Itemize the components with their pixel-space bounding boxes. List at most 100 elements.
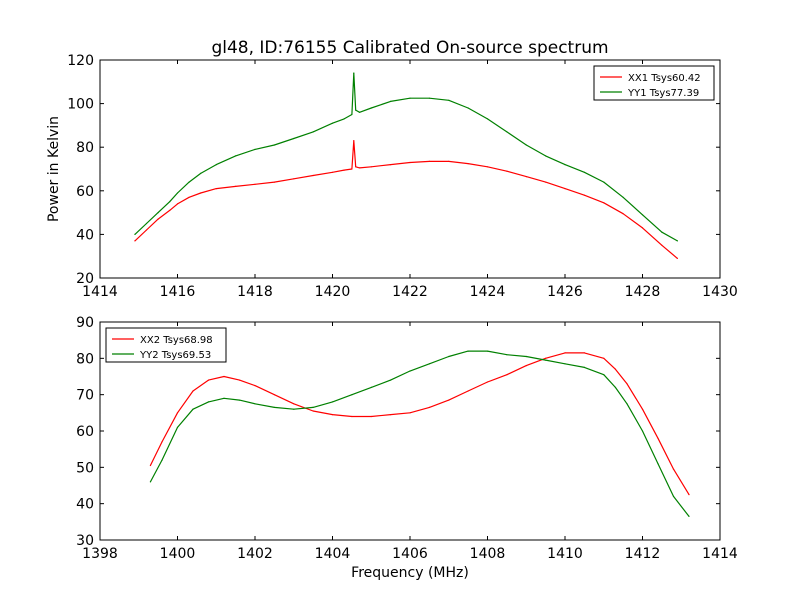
data-point: [409, 161, 411, 164]
data-point: [448, 399, 450, 401]
data-point: [467, 107, 469, 109]
data-point: [676, 257, 679, 259]
x-tick-label: 1402: [237, 546, 273, 562]
data-point: [273, 144, 275, 146]
data-point: [525, 176, 527, 178]
data-point: [672, 468, 675, 470]
data-point: [161, 459, 163, 461]
x-tick-label: 1420: [315, 284, 351, 300]
y-tick-label: 60: [76, 184, 94, 200]
legend-box: [593, 65, 715, 101]
data-point: [448, 355, 450, 358]
data-point: [176, 412, 179, 414]
data-point: [545, 155, 547, 157]
data-point: [545, 357, 547, 359]
data-point: [192, 408, 194, 410]
data-point: [176, 203, 179, 205]
data-point: [359, 111, 361, 113]
data-point: [622, 213, 624, 215]
legend-label: XX2 Tsys68.98: [140, 335, 213, 346]
data-point: [235, 185, 237, 187]
data-point: [331, 171, 334, 173]
data-point: [207, 379, 210, 381]
data-point: [428, 363, 430, 365]
x-tick-label: 1414: [702, 546, 738, 562]
data-point: [331, 122, 334, 124]
legend: XX1 Tsys60.42 YY1 Tsys77.39: [593, 65, 715, 101]
x-tick-label: 1430: [702, 284, 738, 300]
x-tick-label: 1422: [392, 284, 428, 300]
data-point: [409, 412, 411, 414]
data-point: [390, 414, 392, 416]
data-point: [145, 222, 148, 225]
data-point: [626, 383, 628, 385]
y-axis-label: Power in Kelvin: [46, 116, 62, 222]
data-point: [223, 397, 225, 399]
data-point: [370, 107, 372, 109]
data-point: [331, 414, 334, 416]
data-point: [583, 352, 586, 354]
data-point: [351, 415, 353, 418]
x-tick-label: 1416: [160, 284, 196, 300]
legend-box: [105, 327, 227, 363]
data-point: [390, 379, 392, 381]
data-point: [641, 214, 644, 216]
data-point: [149, 464, 151, 467]
data-point: [583, 366, 586, 368]
data-point: [293, 137, 295, 140]
legend-label: YY2 Tsys69.53: [139, 350, 211, 361]
data-point: [134, 233, 136, 235]
data-point: [545, 181, 547, 183]
y-tick-label: 40: [76, 497, 94, 513]
data-point: [525, 365, 527, 367]
legend-label: YY1 Tsys77.39: [627, 88, 699, 99]
series-line-xx: [134, 140, 678, 259]
data-point: [603, 202, 605, 204]
data-point: [428, 97, 430, 99]
data-point: [409, 97, 411, 99]
x-tick-label: 1398: [82, 546, 118, 562]
data-point: [486, 350, 489, 352]
data-point: [134, 240, 136, 242]
data-point: [161, 441, 163, 443]
x-tick-label: 1414: [82, 284, 118, 300]
data-point: [293, 408, 295, 410]
data-point: [145, 229, 148, 231]
data-point: [564, 164, 566, 166]
data-point: [564, 352, 566, 354]
data-point: [688, 515, 690, 518]
data-point: [641, 408, 644, 410]
data-point: [370, 166, 372, 168]
x-tick-label: 1426: [547, 284, 583, 300]
data-point: [641, 227, 644, 229]
y-tick-label: 30: [76, 533, 94, 549]
data-point: [149, 481, 151, 483]
data-point: [525, 355, 527, 358]
data-point: [176, 426, 179, 428]
data-point: [390, 164, 392, 166]
data-point: [273, 394, 275, 396]
data-point: [254, 403, 256, 405]
data-point: [188, 181, 190, 183]
data-point: [641, 430, 644, 432]
data-point: [235, 155, 237, 157]
x-tick-label: 1400: [160, 546, 196, 562]
data-point: [353, 140, 355, 142]
data-point: [467, 390, 469, 392]
y-tick-label: 40: [76, 227, 94, 243]
data-point: [215, 188, 217, 190]
data-point: [448, 99, 450, 101]
y-tick-label: 100: [67, 97, 94, 113]
data-point: [215, 164, 217, 166]
legend: XX2 Tsys68.98 YY2 Tsys69.53: [105, 327, 227, 363]
x-tick-label: 1408: [470, 546, 506, 562]
bottom-plot-panel: 1398 1400 1402 1404 1406 1408 1410 1412 1414 30 40…: [76, 315, 738, 581]
data-point: [157, 212, 159, 214]
data-point: [603, 374, 605, 376]
data-point: [603, 181, 605, 183]
y-tick-label: 60: [76, 424, 94, 440]
data-point: [238, 379, 241, 381]
data-point: [661, 244, 663, 246]
data-point: [312, 174, 314, 177]
